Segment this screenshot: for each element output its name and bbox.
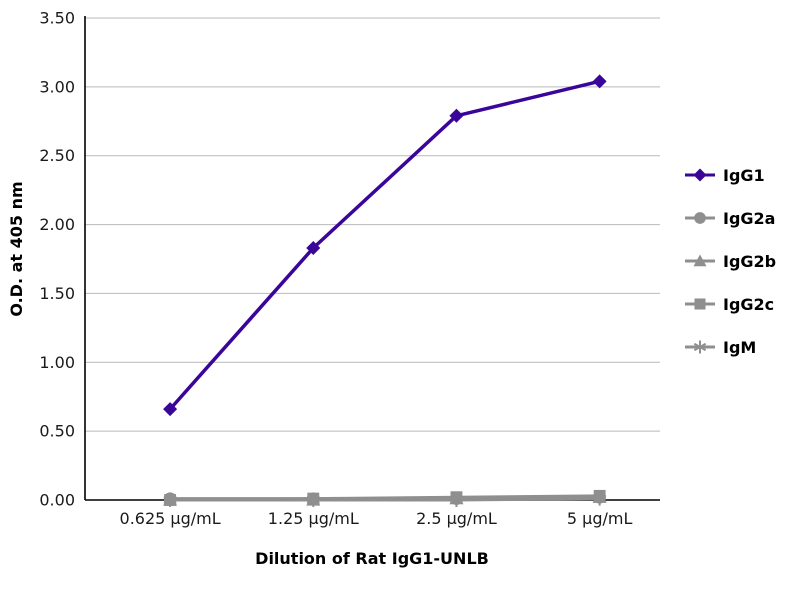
x-tick-label: 5 µg/mL	[567, 509, 633, 528]
igg2a-series-marker-icon	[685, 212, 715, 224]
asterisk-marker-icon	[163, 495, 177, 505]
legend-item-igg1: IgG1	[684, 163, 776, 187]
diamond-marker-icon	[306, 240, 321, 255]
diamond-marker-icon	[163, 402, 178, 417]
legend-label-igg1: IgG1	[723, 165, 765, 185]
legend-label-igg2a: IgG2a	[723, 208, 776, 228]
legend-label-igg2b: IgG2b	[723, 251, 777, 271]
igg2b-series-marker-icon	[685, 254, 715, 267]
IgG1-series-line	[168, 79, 602, 411]
legend-item-igg2c: IgG2c	[684, 292, 776, 316]
legend-item-igm: IgM	[684, 335, 776, 359]
x-axis-title: Dilution of Rat IgG1-UNLB	[255, 549, 489, 568]
legend: IgG1 IgG2a IgG2b IgG2c IgM	[684, 163, 776, 359]
legend-label-igg2c: IgG2c	[723, 294, 775, 314]
diamond-marker-icon	[449, 108, 464, 123]
triangle-marker-icon	[693, 254, 707, 267]
y-tick-label: 1.50	[39, 284, 75, 303]
y-tick-label: 2.50	[39, 146, 75, 165]
y-tick-label: 3.50	[39, 9, 75, 28]
y-tick-label: 1.00	[39, 353, 75, 372]
igg2c-series-marker-icon	[685, 298, 715, 310]
legend-label-igm: IgM	[723, 337, 757, 357]
y-tick-label: 0.00	[39, 491, 75, 510]
x-tick-label: 2.5 µg/mL	[416, 509, 497, 528]
y-tick-label: 0.50	[39, 422, 75, 441]
y-axis-title: O.D. at 405 nm	[7, 181, 26, 317]
legend-item-igg2b: IgG2b	[684, 249, 776, 273]
legend-item-igg2a: IgG2a	[684, 206, 776, 230]
asterisk-marker-icon	[449, 495, 464, 505]
diamond-marker-icon	[693, 168, 707, 182]
square-marker-icon	[694, 298, 706, 310]
asterisk-marker-icon	[693, 342, 707, 352]
circle-marker-icon	[694, 212, 706, 224]
igg1-series-marker-icon	[685, 168, 715, 182]
x-tick-label: 0.625 µg/mL	[120, 509, 221, 528]
asterisk-marker-icon	[593, 494, 607, 503]
igm-series-marker-icon	[685, 340, 715, 354]
diamond-marker-icon	[592, 74, 607, 89]
asterisk-marker-icon	[306, 495, 320, 505]
y-tick-label: 3.00	[39, 77, 75, 96]
y-tick-label: 2.00	[39, 215, 75, 234]
x-tick-label: 1.25 µg/mL	[268, 509, 359, 528]
IgM-series-line	[168, 497, 602, 502]
